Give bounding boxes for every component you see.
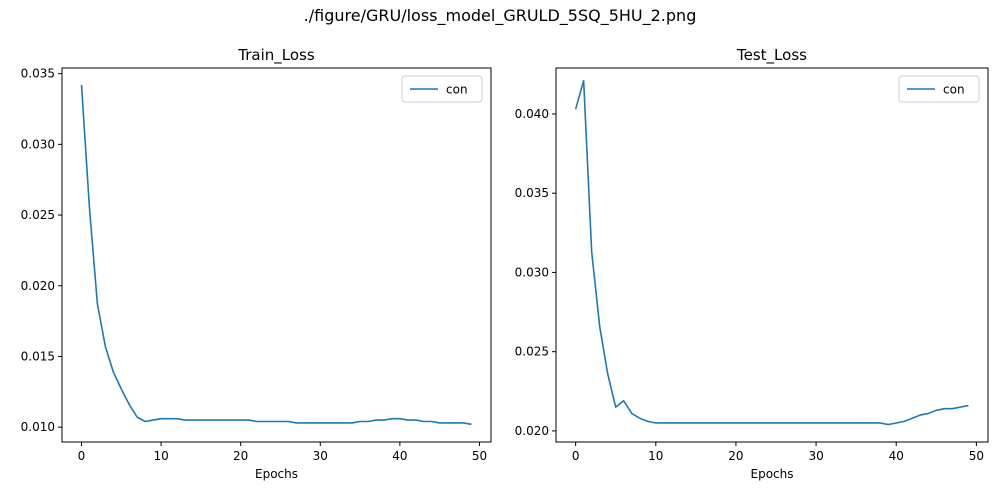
chart1-panel: 0 10 20 30 40 50 0.010 0.015 0.020 0.025 0.030 0.03… bbox=[21, 46, 492, 481]
chart2-legend-box bbox=[898, 75, 980, 103]
chart2-x-tick-label: 10 bbox=[648, 449, 663, 463]
chart1-y-tick-label: 0.010 bbox=[21, 420, 55, 434]
chart2-x-tick-label: 20 bbox=[728, 449, 743, 463]
chart1-title: Train_Loss bbox=[237, 46, 315, 65]
chart1-y-tick-label: 0.020 bbox=[21, 279, 55, 293]
chart2-x-axis-label: Epochs bbox=[751, 467, 794, 481]
chart1-y-tick-label: 0.025 bbox=[21, 208, 55, 222]
chart1-y-tick-label: 0.035 bbox=[21, 67, 55, 81]
chart1-y-tick-label: 0.015 bbox=[21, 349, 55, 363]
chart2-y-tick-label: 0.020 bbox=[515, 424, 549, 438]
chart2-x-tick-label: 40 bbox=[889, 449, 904, 463]
chart1-x-tick-label: 40 bbox=[392, 449, 407, 463]
chart2-y-tick-label: 0.025 bbox=[515, 345, 549, 359]
chart2-y-tick-label: 0.035 bbox=[515, 186, 549, 200]
chart1-x-tick-label: 50 bbox=[472, 449, 487, 463]
chart1-x-axis-label: Epochs bbox=[255, 467, 298, 481]
chart2-y-tick-label: 0.040 bbox=[515, 107, 549, 121]
chart1-plot-frame bbox=[61, 67, 492, 443]
chart1-x-tick-label: 30 bbox=[313, 449, 328, 463]
chart1-x-tick-label: 0 bbox=[78, 449, 86, 463]
chart2-series-line bbox=[574, 79, 969, 426]
figure-title: ./figure/GRU/loss_model_GRULD_5SQ_5HU_2.… bbox=[303, 6, 697, 25]
chart2-y-tick-label: 0.030 bbox=[515, 265, 549, 279]
chart2-x-tick-label: 30 bbox=[808, 449, 823, 463]
chart2-legend-label: con bbox=[943, 83, 965, 97]
chart2-legend: con bbox=[898, 75, 980, 103]
chart2-x-tick-label: 50 bbox=[969, 449, 984, 463]
chart1-x-tick-label: 10 bbox=[153, 449, 168, 463]
chart1-y-tick-label: 0.030 bbox=[21, 137, 55, 151]
chart2-x-tick-label: 0 bbox=[572, 449, 580, 463]
chart1-x-tick-label: 20 bbox=[233, 449, 248, 463]
chart2-panel: 0 10 20 30 40 50 0.020 0.025 0.030 0.035 0.040 Test… bbox=[515, 46, 989, 481]
chart2-plot-frame bbox=[555, 67, 989, 443]
chart1-legend-box bbox=[401, 75, 483, 103]
chart1-series-line bbox=[80, 84, 472, 426]
chart1-legend-label: con bbox=[446, 83, 468, 97]
chart2-title: Test_Loss bbox=[736, 46, 807, 65]
chart1-legend: con bbox=[401, 75, 483, 103]
